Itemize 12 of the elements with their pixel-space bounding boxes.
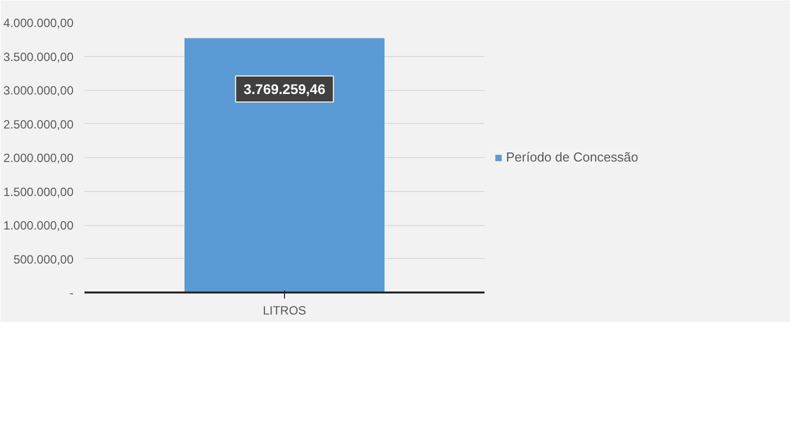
y-tick-label: 3.500.000,00 [3, 50, 74, 64]
y-tick-label: 1.500.000,00 [3, 184, 74, 199]
y-tick-label: 2.000.000,00 [3, 151, 74, 165]
legend-label: Período de Concessão [506, 150, 638, 164]
y-tick-label: 3.000.000,00 [3, 84, 74, 98]
y-tick-label: - [70, 286, 74, 300]
y-tick-label: 2.500.000,00 [3, 117, 74, 132]
x-tick-label: LITROS [262, 304, 306, 318]
y-tick-label: 1.000.000,00 [3, 218, 74, 232]
y-tick-label: 500.000,00 [13, 252, 74, 266]
text: 3.769.259,46 [244, 80, 326, 97]
y-tick-label: 4.000.000,00 [3, 16, 74, 30]
